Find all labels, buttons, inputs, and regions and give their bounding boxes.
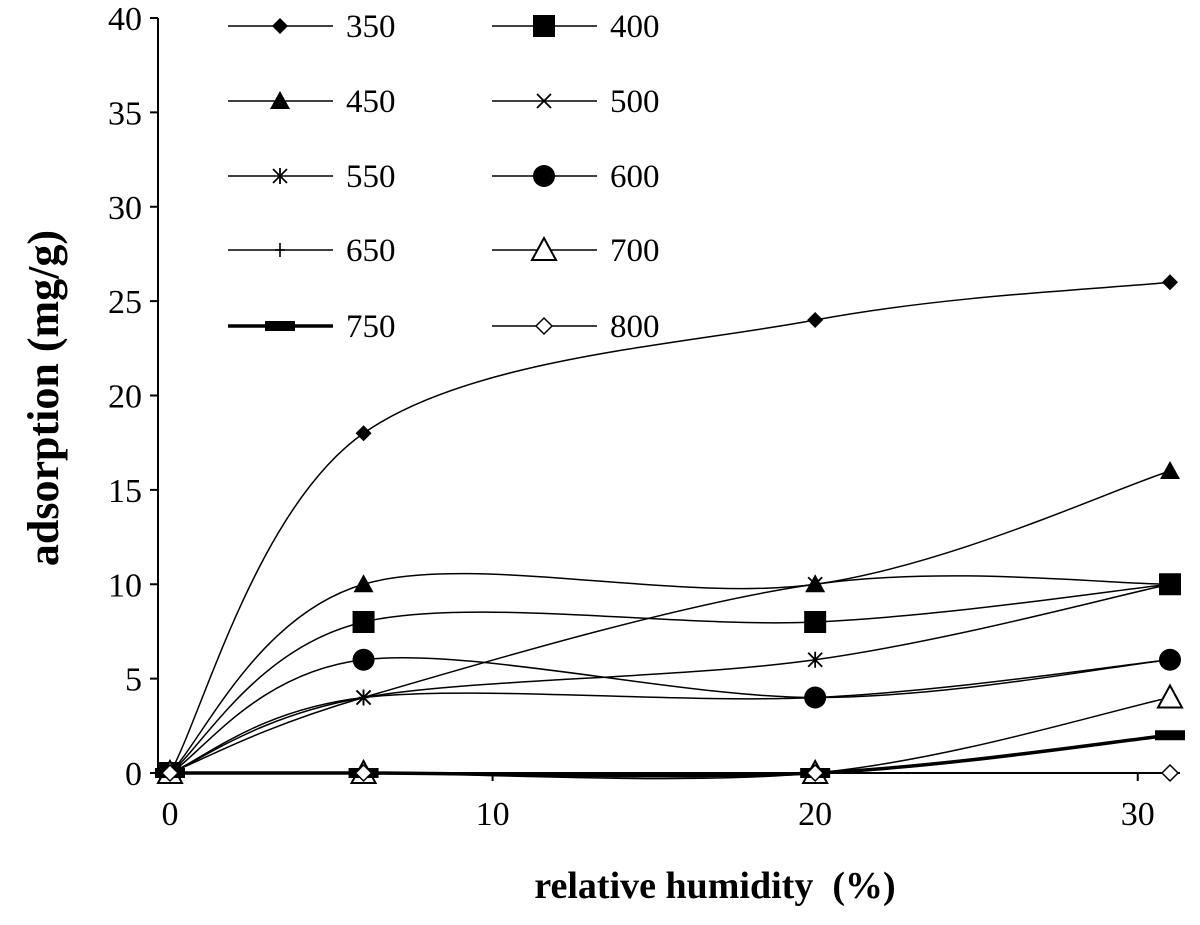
series-750 <box>155 730 1185 778</box>
legend-item-650: 650 <box>228 233 396 269</box>
series-line-750 <box>170 733 1171 778</box>
y-tick-label-30: 30 <box>108 190 142 227</box>
y-tick-label-20: 20 <box>108 379 142 416</box>
y-tick-label-35: 35 <box>108 95 142 132</box>
point-350-31 <box>1162 274 1178 291</box>
y-tick-label-5: 5 <box>125 662 142 699</box>
series-line-350 <box>169 281 1171 774</box>
legend-label-400: 400 <box>610 9 660 45</box>
legend-item-750: 750 <box>228 309 396 345</box>
legend-item-550: 550 <box>228 159 396 195</box>
legend-label-750: 750 <box>346 309 396 345</box>
series-350 <box>162 274 1178 781</box>
legend-label-700: 700 <box>610 233 660 269</box>
legend-item-400: 400 <box>492 9 660 45</box>
legend-marker-400 <box>533 15 555 37</box>
point-550-31 <box>1162 576 1178 593</box>
legend-item-800: 800 <box>492 309 660 345</box>
x-tick-label-0: 0 <box>162 796 179 833</box>
legend-marker-750 <box>265 321 295 331</box>
legend-label-650: 650 <box>346 233 396 269</box>
series-line-400 <box>169 583 1171 774</box>
legend-marker-800 <box>534 316 554 336</box>
legend-marker-350 <box>272 18 288 34</box>
legend-marker-600 <box>533 165 555 187</box>
legend-marker-500 <box>536 93 552 109</box>
point-800-20 <box>806 763 825 783</box>
series-line-700 <box>170 696 1171 780</box>
series-800 <box>160 763 1180 783</box>
legend-item-450: 450 <box>228 84 396 120</box>
series-700 <box>156 683 1184 784</box>
x-tick-label-10: 10 <box>476 796 510 833</box>
legend-label-800: 800 <box>610 309 660 345</box>
legend-marker-550 <box>272 168 288 184</box>
point-800-6 <box>354 763 373 783</box>
series-650 <box>165 652 1175 780</box>
series-line-500 <box>169 575 1171 774</box>
y-tick-label-0: 0 <box>125 756 142 793</box>
legend-label-600: 600 <box>610 159 660 195</box>
legend-item-600: 600 <box>492 159 660 195</box>
series-line-600 <box>169 657 1171 774</box>
legend-label-550: 550 <box>346 159 396 195</box>
point-400-6 <box>352 611 375 633</box>
legend-marker-650 <box>275 243 285 257</box>
point-350-20 <box>807 312 824 328</box>
series-line-550 <box>169 583 1171 774</box>
point-700-31 <box>1156 683 1184 709</box>
point-450-31 <box>1160 461 1180 479</box>
y-axis-title: adsorption (mg/g) <box>19 230 68 566</box>
point-650-6 <box>358 690 369 705</box>
legend-item-350: 350 <box>228 9 396 45</box>
series-line-450 <box>169 470 1171 774</box>
legend-marker-700 <box>530 235 558 261</box>
point-650-31 <box>1165 652 1175 667</box>
y-tick-label-25: 25 <box>108 284 142 321</box>
point-750-31 <box>1155 730 1185 741</box>
y-tick-label-10: 10 <box>108 567 142 604</box>
x-axis-title: relative humidity (%) <box>534 865 895 907</box>
x-tick-label-20: 20 <box>798 796 832 833</box>
legend: 350 400 450 500 550 600 650 700 750 800 <box>228 9 660 345</box>
legend-item-700: 700 <box>492 233 660 269</box>
point-800-31 <box>1160 763 1180 783</box>
legend-label-450: 450 <box>346 84 396 120</box>
point-550-20 <box>807 651 823 668</box>
point-600-6 <box>352 648 375 671</box>
series-layer <box>155 274 1185 784</box>
x-tick-label-30: 30 <box>1121 796 1155 833</box>
y-tick-label-40: 40 <box>108 1 142 38</box>
point-500-20 <box>807 576 823 592</box>
legend-marker-450 <box>270 91 290 109</box>
legend-label-350: 350 <box>346 9 396 45</box>
point-400-20 <box>804 611 827 633</box>
point-800-0 <box>160 763 180 783</box>
point-350-6 <box>355 425 372 442</box>
series-line-650 <box>169 659 1171 774</box>
point-450-6 <box>353 574 374 593</box>
series-600 <box>159 648 1181 784</box>
legend-label-500: 500 <box>610 84 660 120</box>
y-tick-label-15: 15 <box>108 473 142 510</box>
legend-item-500: 500 <box>492 84 660 120</box>
point-650-20 <box>810 690 821 705</box>
